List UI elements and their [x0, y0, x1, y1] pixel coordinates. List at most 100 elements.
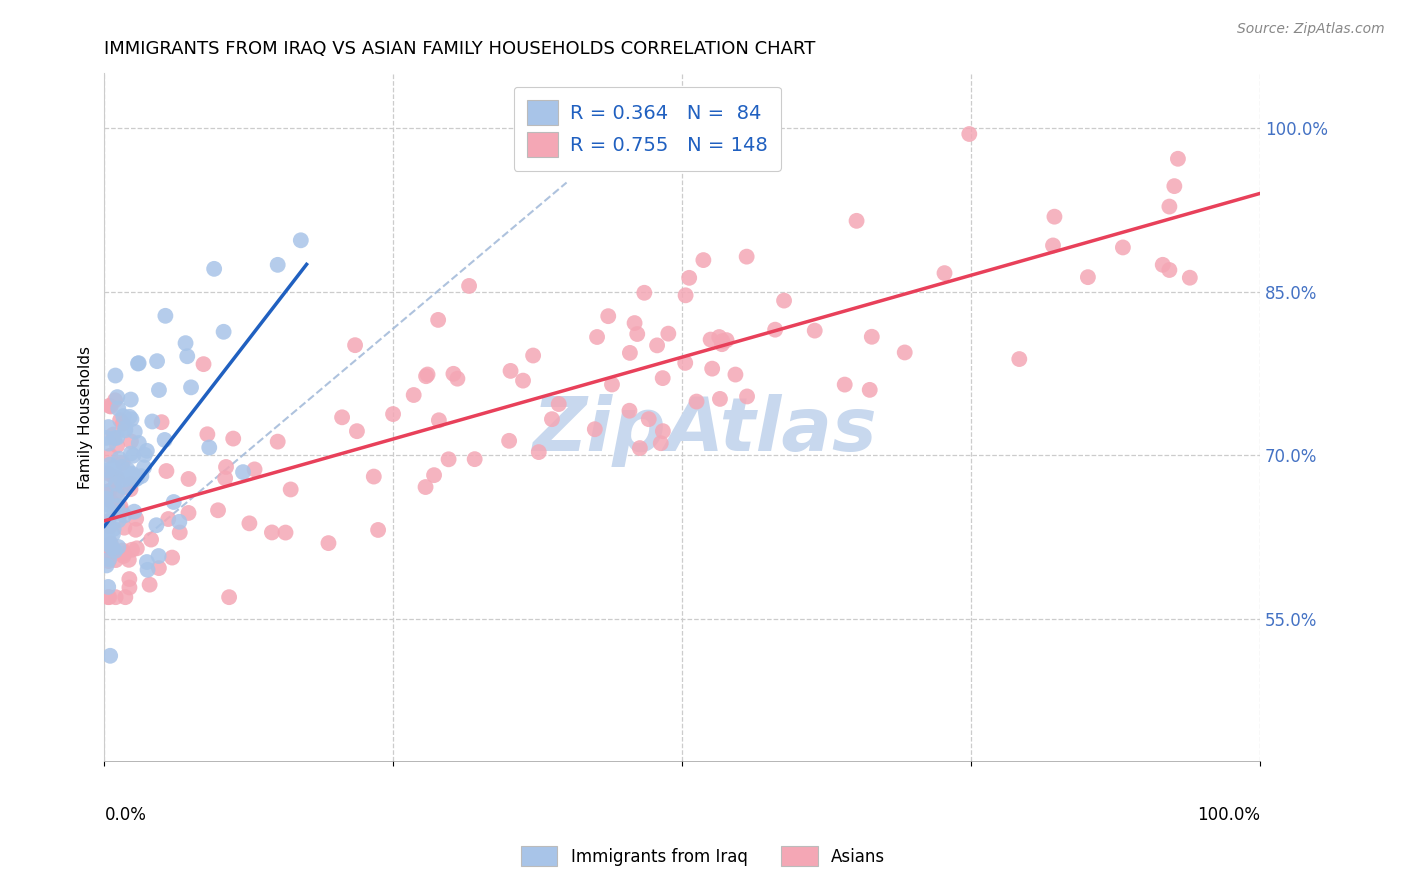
Point: [98, 552, 121, 566]
Point: [98, 535, 121, 549]
Point: [222, 432, 245, 446]
Point: [105, 471, 128, 485]
Point: [131, 469, 153, 483]
Point: [120, 434, 142, 449]
Legend: R = 0.364   N =  84, R = 0.755   N = 148: R = 0.364 N = 84, R = 0.755 N = 148: [513, 87, 782, 170]
Point: [735, 250, 758, 264]
Point: [214, 471, 236, 485]
Point: [108, 504, 131, 518]
Point: [637, 412, 659, 426]
Point: [141, 415, 163, 429]
Point: [114, 472, 136, 486]
Point: [111, 417, 134, 431]
Point: [202, 261, 225, 276]
Point: [859, 383, 882, 397]
Point: [97, 515, 120, 529]
Point: [105, 390, 128, 404]
Point: [163, 495, 186, 509]
Point: [112, 480, 135, 494]
Point: [415, 369, 437, 384]
Point: [437, 452, 460, 467]
Point: [619, 346, 641, 360]
Point: [423, 468, 446, 483]
Point: [673, 356, 696, 370]
Point: [114, 421, 136, 435]
Point: [274, 525, 297, 540]
Point: [363, 469, 385, 483]
Point: [763, 323, 786, 337]
Point: [1077, 270, 1099, 285]
Point: [97, 463, 120, 477]
Point: [724, 368, 747, 382]
Point: [344, 338, 367, 352]
Point: [101, 541, 124, 555]
Point: [427, 313, 450, 327]
Point: [100, 536, 122, 550]
Point: [382, 407, 405, 421]
Point: [1167, 152, 1189, 166]
Point: [98, 483, 121, 498]
Point: [157, 512, 180, 526]
Point: [97, 436, 120, 450]
Point: [198, 441, 221, 455]
Point: [267, 258, 290, 272]
Point: [112, 521, 135, 535]
Point: [104, 553, 127, 567]
Point: [586, 330, 609, 344]
Point: [121, 542, 143, 557]
Text: ZipAtlas: ZipAtlas: [533, 394, 877, 467]
Point: [118, 572, 141, 586]
Point: [692, 253, 714, 268]
Point: [96, 431, 118, 445]
Point: [94, 549, 117, 564]
Point: [103, 507, 125, 521]
Point: [97, 502, 120, 516]
Point: [120, 476, 142, 491]
Point: [1163, 179, 1185, 194]
Point: [619, 403, 641, 417]
Point: [124, 473, 146, 487]
Point: [893, 345, 915, 359]
Point: [547, 397, 569, 411]
Point: [148, 383, 170, 397]
Point: [97, 590, 120, 604]
Point: [155, 309, 177, 323]
Point: [101, 495, 124, 509]
Text: 0.0%: 0.0%: [104, 805, 146, 823]
Point: [138, 577, 160, 591]
Point: [101, 527, 124, 541]
Point: [103, 470, 125, 484]
Y-axis label: Family Households: Family Households: [79, 345, 93, 489]
Point: [121, 468, 143, 483]
Point: [96, 515, 118, 529]
Point: [105, 488, 128, 502]
Point: [180, 380, 202, 394]
Point: [110, 500, 132, 514]
Point: [803, 324, 825, 338]
Point: [104, 590, 127, 604]
Point: [122, 505, 145, 519]
Point: [290, 233, 312, 247]
Point: [100, 542, 122, 557]
Point: [98, 458, 121, 472]
Point: [657, 326, 679, 341]
Point: [699, 333, 721, 347]
Point: [97, 554, 120, 568]
Point: [675, 288, 697, 302]
Point: [114, 590, 136, 604]
Point: [709, 330, 731, 344]
Point: [98, 590, 121, 604]
Point: [135, 555, 157, 569]
Point: [111, 543, 134, 558]
Point: [108, 451, 131, 466]
Point: [232, 465, 254, 479]
Point: [97, 467, 120, 481]
Point: [125, 512, 148, 526]
Point: [111, 456, 134, 470]
Point: [127, 357, 149, 371]
Point: [330, 410, 353, 425]
Point: [522, 349, 544, 363]
Point: [1043, 210, 1066, 224]
Point: [238, 516, 260, 531]
Point: [104, 544, 127, 558]
